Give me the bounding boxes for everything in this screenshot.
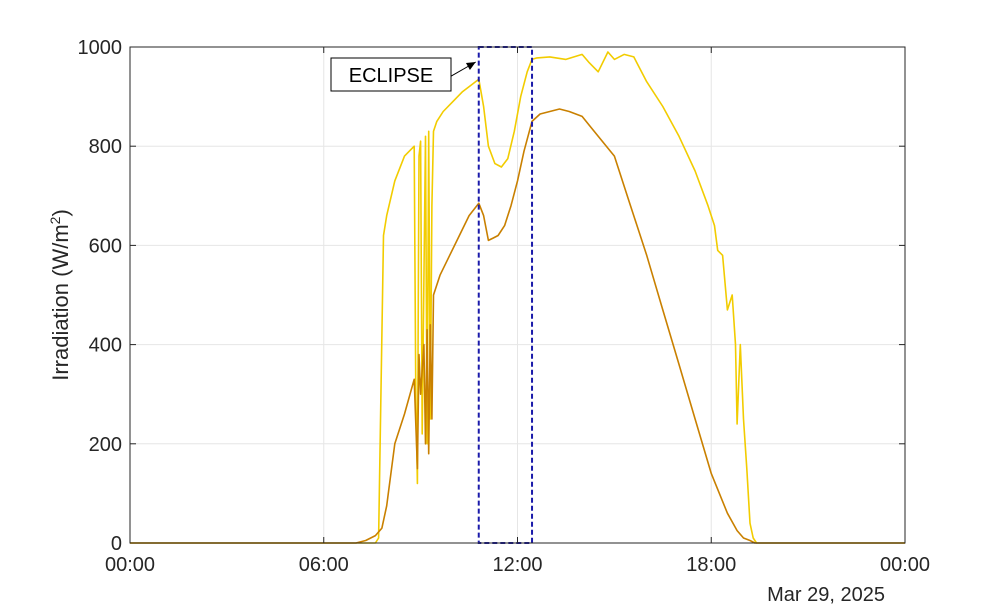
x-tick-label: 12:00 <box>492 554 542 576</box>
y-tick-label: 600 <box>89 235 122 257</box>
x-tick-label: 06:00 <box>299 554 349 576</box>
y-tick-label: 200 <box>89 434 122 456</box>
y-axis-title-main: Irradiation (W/m <box>48 224 73 380</box>
eclipse-label-box <box>330 57 452 92</box>
x-axis-ticks: 00:00 06:00 12:00 18:00 00:00 <box>105 47 930 576</box>
x-tick-label: 00:00 <box>105 554 155 576</box>
y-axis-ticks: 0 200 400 600 800 1000 <box>78 37 905 555</box>
eclipse-box <box>477 46 534 544</box>
y-tick-label: 400 <box>89 335 122 357</box>
y-tick-label: 0 <box>111 533 122 555</box>
series-layer <box>130 51 905 544</box>
eclipse-label: ECLIPSE <box>349 65 433 87</box>
y-axis-title: Irradiation (W/m2) <box>47 209 73 381</box>
series-line-1 <box>130 51 905 544</box>
eclipse-arrow-head <box>465 62 476 70</box>
x-tick-label: 18:00 <box>686 554 736 576</box>
y-tick-label: 800 <box>89 136 122 158</box>
x-tick-label: 00:00 <box>880 554 930 576</box>
y-axis-title-close: ) <box>48 209 73 216</box>
y-tick-label: 1000 <box>78 37 123 59</box>
x-axis-date-label: Mar 29, 2025 <box>767 584 885 606</box>
grid-lines <box>129 46 906 544</box>
series-line-2 <box>130 108 905 544</box>
y-axis-title-sup: 2 <box>47 216 63 224</box>
